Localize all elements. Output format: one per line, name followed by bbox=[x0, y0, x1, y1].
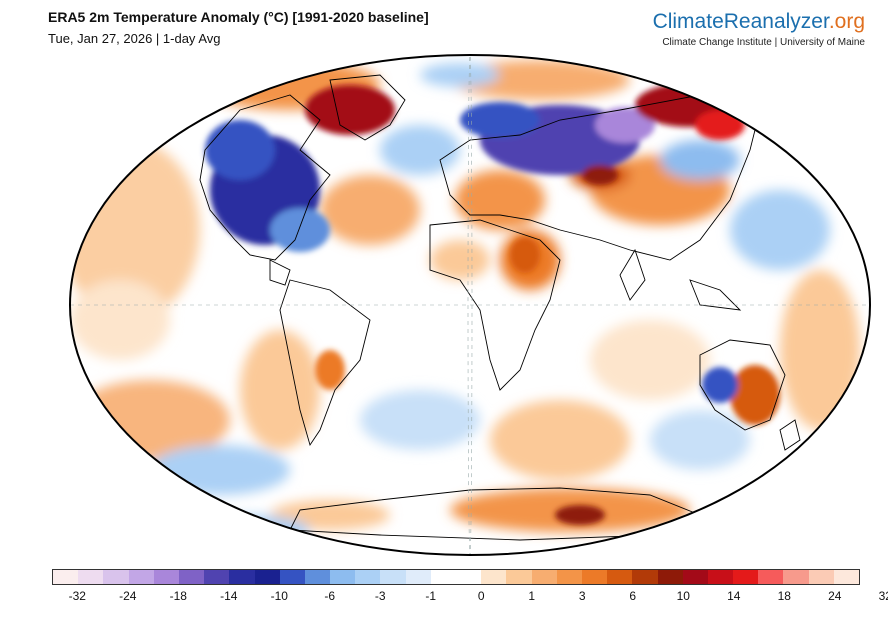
map-svg bbox=[69, 54, 871, 556]
brand-tld: .org bbox=[828, 10, 865, 33]
colorbar-tick-label: -1 bbox=[425, 589, 437, 603]
anomaly-field bbox=[70, 55, 870, 555]
colorbar-ticks: -32-24-18-14-10-6-3-101361014182432 bbox=[52, 589, 888, 605]
colorbar-swatch bbox=[355, 570, 381, 584]
colorbar-tick-label: 24 bbox=[828, 589, 842, 603]
colorbar-tick-label: 14 bbox=[727, 589, 741, 603]
brand-name: ClimateReanalyzer bbox=[652, 10, 829, 33]
colorbar-swatch bbox=[556, 570, 582, 584]
brand-logo[interactable]: ClimateReanalyzer.org Climate Change Ins… bbox=[653, 10, 865, 48]
colorbar-swatch bbox=[103, 570, 129, 584]
colorbar-swatch bbox=[380, 570, 406, 584]
colorbar-tick-label: 1 bbox=[528, 589, 536, 603]
colorbar-swatch bbox=[581, 570, 608, 584]
map-title: ERA5 2m Temperature Anomaly (°C) [1991-2… bbox=[48, 9, 429, 25]
globe-outline bbox=[69, 54, 871, 556]
colorbar-swatch bbox=[808, 570, 834, 584]
colorbar-swatch bbox=[78, 570, 104, 584]
colorbar-tick-label: -6 bbox=[324, 589, 336, 603]
colorbar-tick-label: 32 bbox=[878, 589, 888, 603]
antarctica-warm bbox=[555, 505, 605, 525]
colorbar-swatch bbox=[128, 570, 154, 584]
anomaly-map bbox=[69, 54, 871, 556]
colorbar-swatch bbox=[304, 570, 331, 584]
greenland-warm bbox=[305, 85, 395, 135]
colorbar-swatch bbox=[531, 570, 557, 584]
colorbar-swatch bbox=[405, 570, 431, 584]
colorbar-tick-label: 18 bbox=[777, 589, 791, 603]
colorbar-swatch bbox=[657, 570, 683, 584]
colorbar-swatch bbox=[707, 570, 734, 584]
colorbar-swatch bbox=[153, 570, 179, 584]
colorbar-tick-label: -32 bbox=[68, 589, 86, 603]
australia-warm bbox=[730, 365, 780, 425]
colorbar-swatch bbox=[430, 570, 456, 584]
colorbar bbox=[52, 569, 860, 585]
graticule bbox=[70, 55, 870, 555]
brand-tagline: Climate Change Institute | University of… bbox=[662, 37, 865, 48]
colorbar-swatch bbox=[783, 570, 809, 584]
colorbar-swatch bbox=[733, 570, 759, 584]
map-subtitle: Tue, Jan 27, 2026 | 1-day Avg bbox=[48, 31, 221, 46]
colorbar-tick-label: -14 bbox=[220, 589, 238, 603]
colorbar-tick-label: -3 bbox=[374, 589, 386, 603]
colorbar-tick-label: 6 bbox=[629, 589, 637, 603]
colorbar-tick-label: -24 bbox=[119, 589, 137, 603]
colorbar-swatch bbox=[833, 570, 859, 584]
colorbar-swatch bbox=[53, 570, 79, 584]
colorbar-tick-label: -18 bbox=[169, 589, 187, 603]
colorbar-swatch bbox=[229, 570, 255, 584]
colorbar-swatch bbox=[632, 570, 658, 584]
colorbar-swatch bbox=[204, 570, 230, 584]
colorbar-swatch bbox=[758, 570, 784, 584]
colorbar-swatch bbox=[481, 570, 507, 584]
colorbar-swatch bbox=[254, 570, 280, 584]
colorbar-swatch bbox=[506, 570, 532, 584]
colorbar-swatch bbox=[279, 570, 305, 584]
coastlines bbox=[199, 74, 801, 541]
colorbar-swatch bbox=[607, 570, 633, 584]
colorbar-tick-label: 10 bbox=[676, 589, 690, 603]
colorbar-swatch bbox=[178, 570, 205, 584]
colorbar-swatch bbox=[330, 570, 356, 584]
colorbar-swatch bbox=[682, 570, 708, 584]
colorbar-swatch bbox=[456, 570, 482, 584]
colorbar-tick-label: -10 bbox=[270, 589, 288, 603]
colorbar-tick-label: 0 bbox=[477, 589, 485, 603]
colorbar-tick-label: 3 bbox=[578, 589, 586, 603]
